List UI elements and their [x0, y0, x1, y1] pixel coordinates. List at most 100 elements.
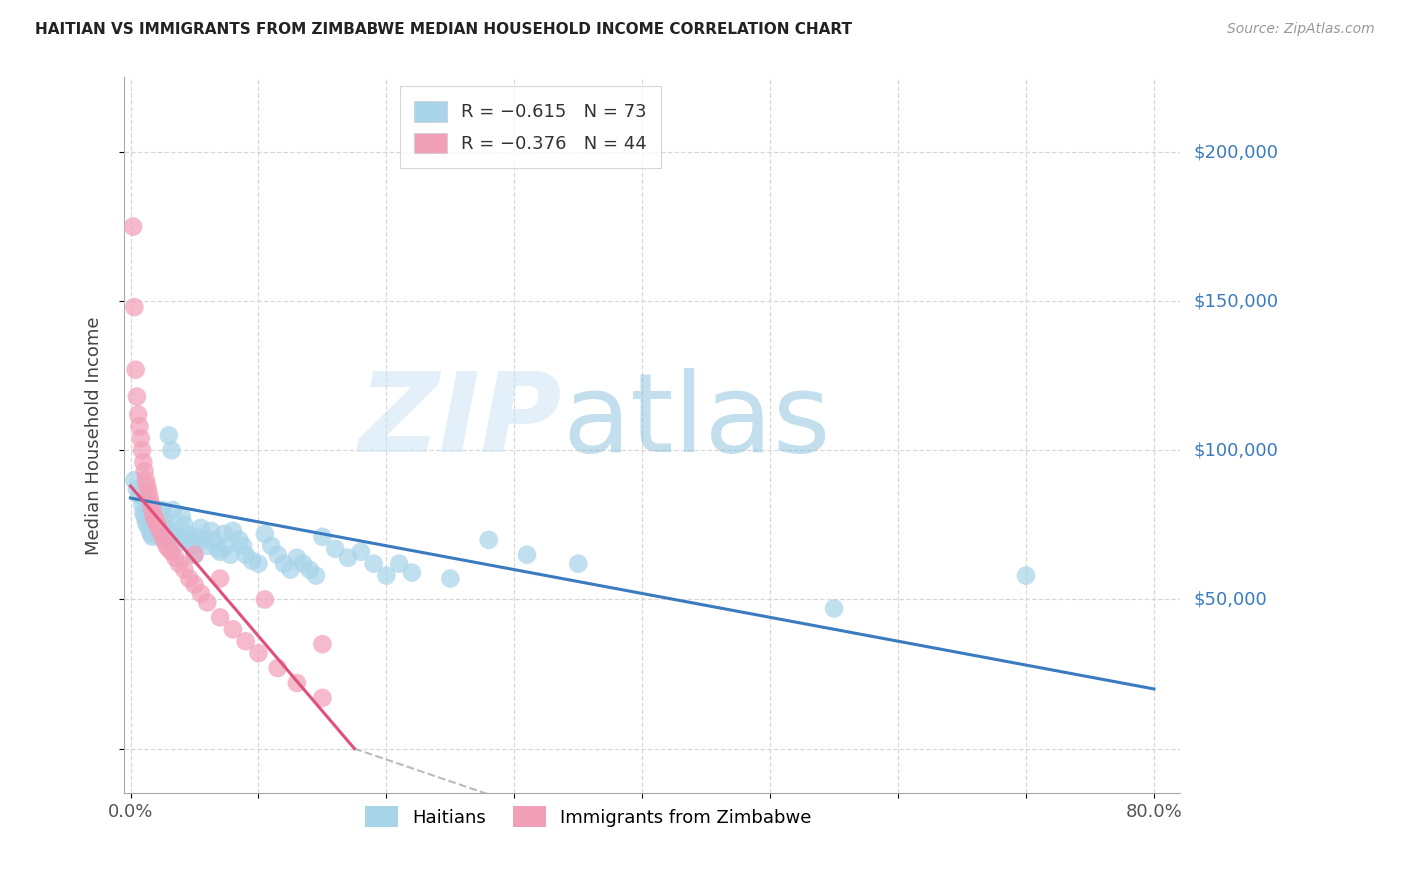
- Text: $200,000: $200,000: [1194, 143, 1278, 161]
- Point: [195, 595, 218, 609]
- Point: [209, 545, 232, 559]
- Point: [311, 690, 333, 705]
- Point: [222, 622, 245, 636]
- Point: [232, 539, 254, 553]
- Point: [222, 524, 245, 538]
- Point: [139, 526, 162, 541]
- Point: [363, 557, 385, 571]
- Point: [176, 526, 198, 541]
- Point: [240, 554, 263, 568]
- Y-axis label: Median Household Income: Median Household Income: [86, 316, 103, 555]
- Point: [167, 535, 190, 549]
- Point: [153, 515, 176, 529]
- Point: [125, 482, 148, 496]
- Point: [146, 521, 169, 535]
- Point: [285, 676, 308, 690]
- Point: [167, 530, 190, 544]
- Point: [146, 517, 169, 532]
- Point: [150, 526, 173, 541]
- Point: [183, 548, 205, 562]
- Point: [209, 610, 232, 624]
- Point: [155, 521, 177, 535]
- Point: [141, 503, 163, 517]
- Point: [215, 539, 238, 553]
- Point: [439, 572, 461, 586]
- Point: [134, 508, 156, 523]
- Point: [235, 548, 257, 562]
- Point: [142, 503, 165, 517]
- Point: [173, 563, 195, 577]
- Point: [202, 533, 225, 547]
- Point: [152, 508, 174, 523]
- Point: [125, 390, 148, 404]
- Text: $100,000: $100,000: [1194, 442, 1278, 459]
- Point: [212, 526, 235, 541]
- Text: Source: ZipAtlas.com: Source: ZipAtlas.com: [1227, 22, 1375, 37]
- Point: [143, 512, 166, 526]
- Point: [350, 545, 373, 559]
- Point: [235, 634, 257, 648]
- Point: [183, 577, 205, 591]
- Point: [200, 524, 222, 538]
- Point: [157, 428, 180, 442]
- Point: [135, 473, 157, 487]
- Text: atlas: atlas: [562, 368, 831, 475]
- Point: [292, 557, 315, 571]
- Point: [181, 539, 204, 553]
- Point: [145, 515, 167, 529]
- Point: [478, 533, 501, 547]
- Point: [190, 586, 212, 600]
- Point: [128, 419, 150, 434]
- Text: $150,000: $150,000: [1194, 293, 1278, 310]
- Point: [280, 563, 302, 577]
- Point: [149, 530, 172, 544]
- Point: [122, 219, 145, 234]
- Text: $50,000: $50,000: [1194, 591, 1267, 608]
- Point: [131, 497, 153, 511]
- Point: [136, 517, 159, 532]
- Point: [132, 506, 155, 520]
- Point: [173, 517, 195, 532]
- Point: [311, 637, 333, 651]
- Legend: Haitians, Immigrants from Zimbabwe: Haitians, Immigrants from Zimbabwe: [359, 799, 818, 834]
- Point: [323, 541, 346, 556]
- Point: [311, 530, 333, 544]
- Point: [124, 363, 146, 377]
- Point: [143, 508, 166, 523]
- Point: [139, 497, 162, 511]
- Point: [190, 521, 212, 535]
- Point: [148, 521, 170, 535]
- Point: [179, 572, 201, 586]
- Point: [298, 563, 321, 577]
- Point: [145, 515, 167, 529]
- Point: [165, 524, 187, 538]
- Point: [375, 568, 398, 582]
- Point: [260, 539, 283, 553]
- Point: [148, 524, 170, 538]
- Point: [247, 557, 270, 571]
- Point: [253, 526, 276, 541]
- Point: [124, 473, 146, 487]
- Point: [167, 557, 190, 571]
- Point: [138, 524, 160, 538]
- Point: [132, 455, 155, 469]
- Point: [129, 431, 152, 445]
- Point: [170, 508, 193, 523]
- Point: [337, 550, 360, 565]
- Point: [152, 533, 174, 547]
- Point: [186, 530, 208, 544]
- Point: [388, 557, 411, 571]
- Point: [285, 550, 308, 565]
- Point: [160, 443, 183, 458]
- Point: [228, 533, 250, 547]
- Point: [136, 479, 159, 493]
- Point: [157, 541, 180, 556]
- Point: [273, 557, 295, 571]
- Point: [142, 508, 165, 523]
- Point: [138, 491, 160, 505]
- Point: [516, 548, 538, 562]
- Point: [160, 545, 183, 559]
- Point: [219, 548, 242, 562]
- Point: [183, 548, 205, 562]
- Point: [138, 485, 160, 500]
